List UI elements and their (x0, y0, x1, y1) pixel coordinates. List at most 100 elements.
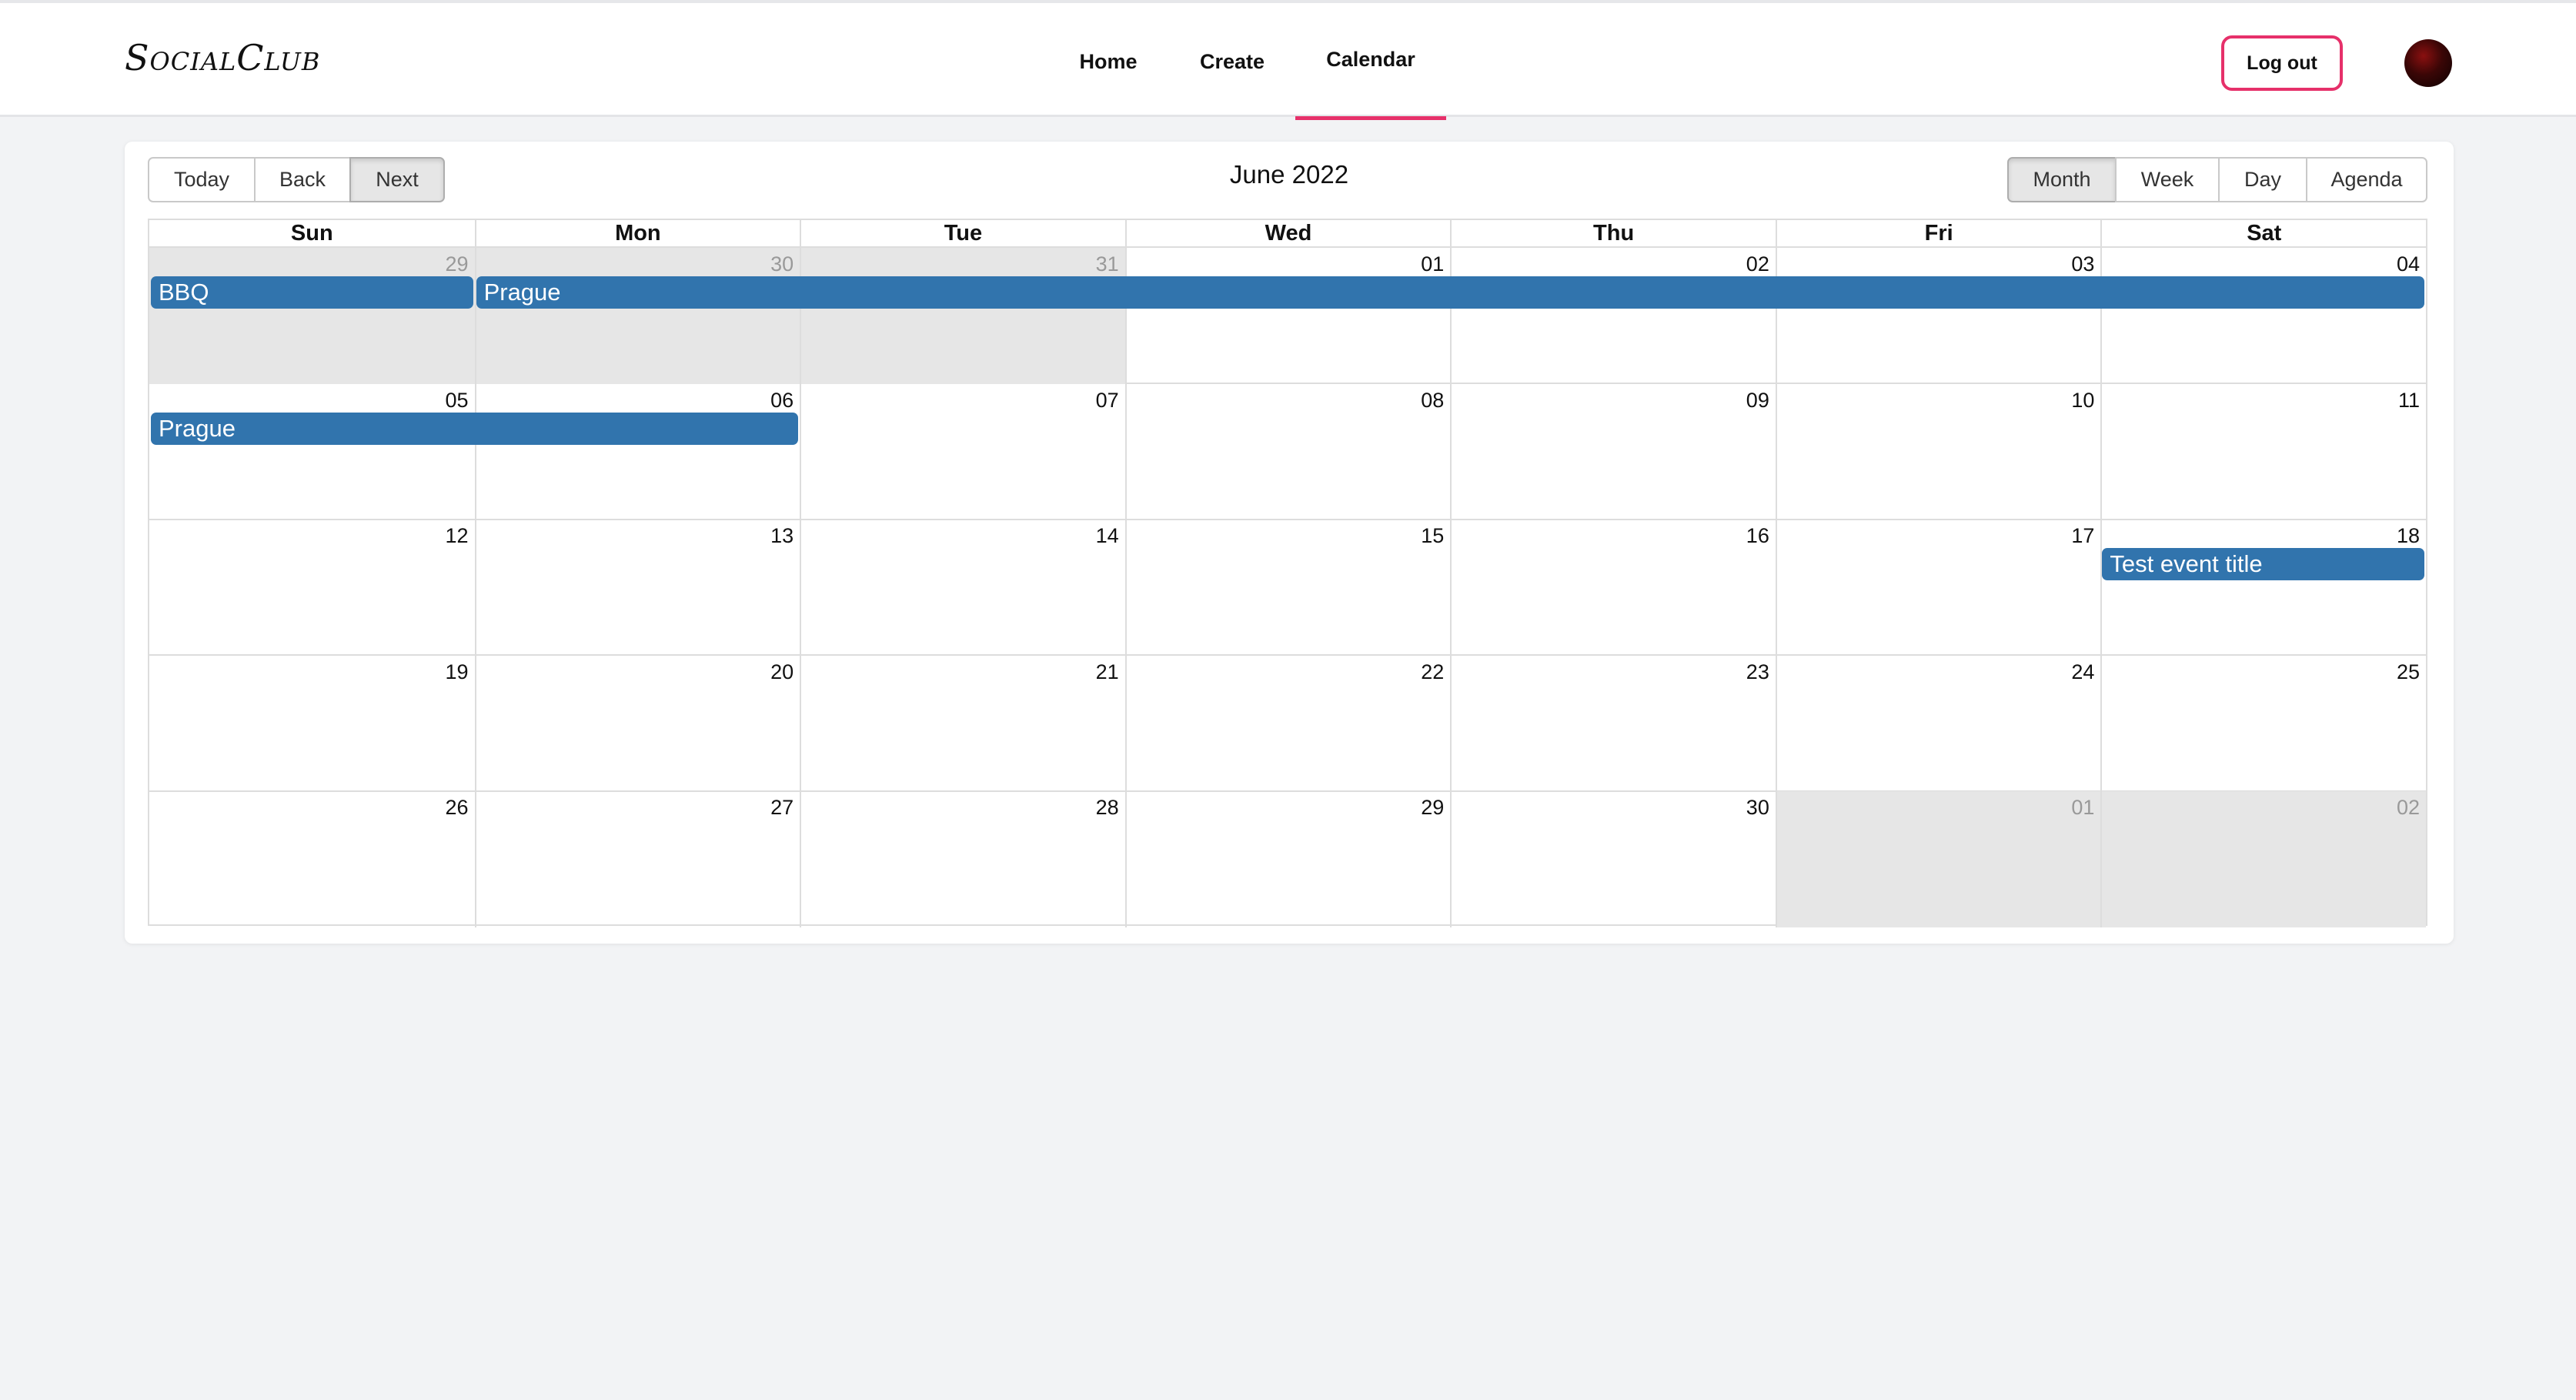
day-cell[interactable]: 21 (800, 655, 1125, 792)
avatar[interactable] (2404, 39, 2452, 87)
view-month-button[interactable]: Month (2007, 157, 2117, 202)
day-cell[interactable]: 29 (149, 248, 475, 384)
day-number[interactable]: 08 (1421, 388, 1445, 412)
calendar-event[interactable]: Prague (151, 412, 799, 445)
weekday-label: Mon (474, 220, 800, 248)
day-cell[interactable]: 30 (1450, 791, 1776, 928)
week-row: 29 30 31 01 02 03 04 BBQ Prague (149, 248, 2426, 384)
day-number[interactable]: 14 (1095, 524, 1119, 548)
day-number[interactable]: 30 (770, 252, 794, 276)
day-number[interactable]: 01 (2071, 796, 2095, 820)
today-button[interactable]: Today (148, 157, 256, 202)
day-cell[interactable]: 12 (149, 520, 475, 656)
day-number[interactable]: 16 (1746, 524, 1769, 548)
day-cell[interactable]: 24 (1775, 655, 2101, 792)
day-cell[interactable]: 27 (474, 791, 800, 928)
day-number[interactable]: 19 (445, 660, 469, 683)
day-cell[interactable]: 02 (2100, 791, 2426, 928)
day-cell[interactable]: 13 (474, 520, 800, 657)
nav-calendar[interactable]: Calendar (1295, 3, 1446, 120)
day-number[interactable]: 24 (2071, 660, 2095, 683)
day-cell[interactable]: 19 (149, 656, 475, 792)
week-row: 12 13 14 15 16 17 18 Test event title (149, 520, 2426, 657)
nav-create[interactable]: Create (1199, 49, 1265, 73)
day-number[interactable]: 28 (1095, 796, 1119, 820)
day-number[interactable]: 17 (2071, 524, 2095, 548)
week-row: 05 06 07 08 09 10 11 Prague (149, 383, 2426, 520)
day-number[interactable]: 09 (1746, 388, 1769, 412)
top-navbar: SocialClub Home Create Calendar Log out (0, 0, 2576, 120)
day-number[interactable]: 27 (770, 796, 794, 820)
day-cell[interactable]: 11 (2100, 383, 2426, 520)
day-number[interactable]: 29 (445, 252, 469, 276)
calendar-view-group: Month Week Day Agenda (2007, 157, 2427, 202)
day-cell[interactable]: 15 (1124, 520, 1451, 657)
day-cell[interactable]: 08 (1124, 383, 1451, 520)
week-row: 19 20 21 22 23 24 25 (149, 655, 2426, 792)
day-cell[interactable]: 10 (1775, 383, 2101, 520)
day-number[interactable]: 01 (1421, 252, 1445, 276)
day-number[interactable]: 20 (770, 660, 794, 683)
day-number[interactable]: 22 (1421, 660, 1445, 683)
day-cell[interactable]: 31 (800, 248, 1125, 384)
day-number[interactable]: 04 (2396, 252, 2420, 276)
day-cell[interactable]: 09 (1450, 383, 1776, 520)
next-button[interactable]: Next (349, 157, 445, 202)
day-number[interactable]: 05 (445, 388, 469, 412)
day-number[interactable]: 31 (1095, 252, 1119, 276)
day-cell[interactable]: 16 (1450, 520, 1776, 657)
day-cell[interactable]: 29 (1124, 791, 1451, 928)
logout-button[interactable]: Log out (2221, 35, 2343, 91)
calendar-title: June 2022 (1229, 160, 1349, 189)
view-week-button[interactable]: Week (2115, 157, 2220, 202)
day-number[interactable]: 10 (2071, 388, 2095, 412)
day-number[interactable]: 21 (1095, 660, 1119, 683)
day-cell[interactable]: 18 (2100, 520, 2426, 657)
day-cell[interactable]: 07 (800, 383, 1125, 520)
calendar-event[interactable]: BBQ (151, 276, 473, 309)
day-number[interactable]: 29 (1421, 796, 1445, 820)
day-cell[interactable]: 25 (2100, 655, 2426, 792)
day-number[interactable]: 15 (1421, 524, 1445, 548)
month-grid: Sun Mon Tue Wed Thu Fri Sat 29 30 31 01 02 03… (148, 219, 2427, 928)
calendar-event[interactable]: Prague (476, 276, 2424, 309)
day-cell[interactable]: 14 (800, 520, 1125, 657)
weekday-label: Sun (149, 220, 475, 248)
back-button[interactable]: Back (254, 157, 351, 202)
day-cell[interactable]: 06 (474, 383, 800, 520)
day-cell[interactable]: 30 (474, 248, 800, 384)
day-number[interactable]: 03 (2071, 252, 2095, 276)
day-number[interactable]: 06 (770, 388, 794, 412)
day-cell[interactable]: 04 (2100, 248, 2426, 384)
logo[interactable]: SocialClub (125, 37, 321, 79)
day-number[interactable]: 26 (445, 796, 469, 820)
nav-home[interactable]: Home (1079, 49, 1138, 73)
day-number[interactable]: 25 (2396, 660, 2420, 683)
day-number[interactable]: 13 (770, 524, 794, 548)
day-number[interactable]: 18 (2396, 524, 2420, 548)
weekday-header: Sun Mon Tue Wed Thu Fri Sat (149, 220, 2427, 248)
day-cell[interactable]: 28 (800, 791, 1125, 928)
day-cell[interactable]: 05 (149, 384, 475, 520)
day-cell[interactable]: 01 (1124, 248, 1451, 384)
day-cell[interactable]: 26 (149, 791, 475, 927)
view-agenda-button[interactable]: Agenda (2306, 157, 2427, 202)
day-cell[interactable]: 01 (1775, 791, 2101, 928)
day-number[interactable]: 07 (1095, 388, 1119, 412)
day-cell[interactable]: 20 (474, 655, 800, 792)
calendar-nav-group: Today Back Next (148, 157, 445, 202)
day-number[interactable]: 30 (1746, 796, 1769, 820)
day-number[interactable]: 23 (1746, 660, 1769, 683)
day-cell[interactable]: 22 (1124, 655, 1451, 792)
day-number[interactable]: 02 (1746, 252, 1769, 276)
day-number[interactable]: 11 (2397, 388, 2420, 412)
view-day-button[interactable]: Day (2218, 157, 2307, 202)
day-cell[interactable]: 02 (1450, 248, 1776, 384)
day-cell[interactable]: 23 (1450, 655, 1776, 792)
day-cell[interactable]: 03 (1775, 248, 2101, 384)
weekday-label: Wed (1124, 220, 1451, 248)
day-number[interactable]: 12 (445, 524, 469, 548)
calendar-event[interactable]: Test event title (2102, 548, 2424, 581)
day-cell[interactable]: 17 (1775, 520, 2101, 657)
day-number[interactable]: 02 (2396, 796, 2420, 820)
